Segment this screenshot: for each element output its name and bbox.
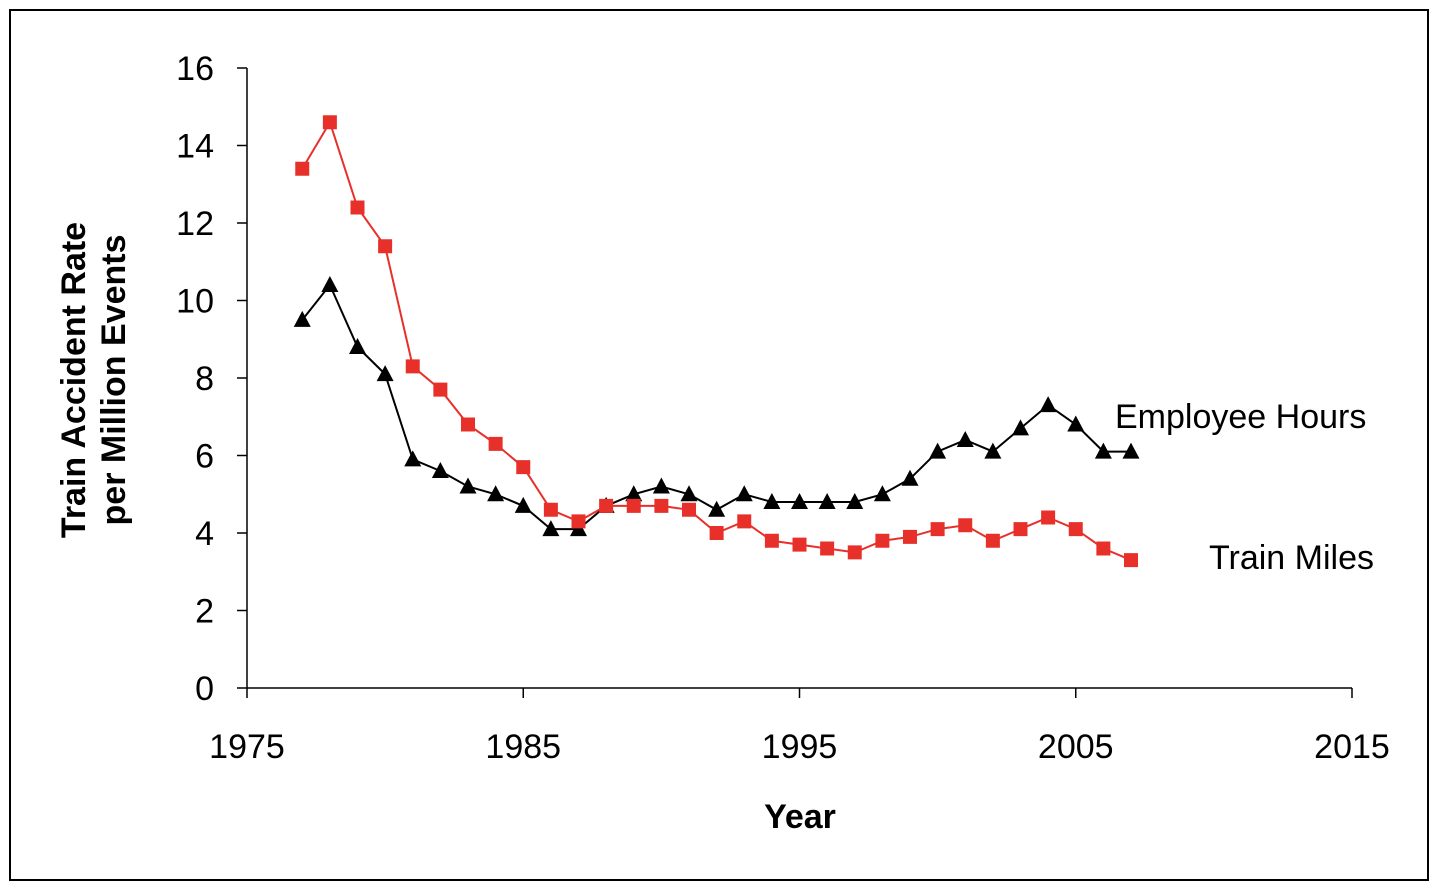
data-point-employee-hours [846,493,864,509]
data-point-train-miles [405,359,420,374]
axes: 0 2 4 6 8 10 12 14 16 1975 1985 1995 2005 2015 [176,50,1390,766]
data-point-employee-hours [625,485,643,502]
data-point-train-miles [737,514,752,529]
data-point-employee-hours [791,493,808,509]
series-train-miles [295,115,1138,568]
data-point-train-miles [930,522,945,537]
data-point-train-miles [1124,553,1138,568]
y-tick-label: 14 [176,128,214,166]
y-tick-label: 2 [195,593,214,631]
data-point-train-miles [820,541,835,556]
y-axis-title-line-2: per Million Events [95,235,133,526]
data-point-train-miles [875,533,890,548]
data-point-employee-hours [901,469,919,486]
series-group [293,115,1140,568]
data-point-employee-hours [929,442,947,459]
series-label-train-miles: Train Miles [1209,539,1374,577]
data-point-employee-hours [431,462,449,478]
data-point-train-miles [378,239,393,254]
data-point-employee-hours [376,365,394,382]
data-point-employee-hours [1012,419,1029,436]
y-tick-label: 8 [195,360,214,398]
data-point-employee-hours [818,493,836,509]
data-point-train-miles [433,382,448,397]
data-point-employee-hours [984,442,1002,459]
series-label-employee-hours: Employee Hours [1115,398,1366,436]
data-point-employee-hours [763,493,781,509]
y-tick-label: 12 [176,205,214,243]
data-point-employee-hours [1067,415,1085,432]
data-point-train-miles [350,200,365,215]
data-point-train-miles [1041,510,1056,525]
data-point-employee-hours [1039,396,1057,413]
data-point-employee-hours [1094,442,1112,459]
data-point-train-miles [626,498,641,513]
data-point-employee-hours [873,485,891,502]
data-point-train-miles [958,518,973,533]
x-tick-label: 1985 [485,728,561,766]
data-point-employee-hours [652,477,670,494]
data-point-train-miles [516,460,531,475]
data-point-train-miles [461,417,475,432]
data-point-employee-hours [487,485,505,502]
y-tick-label: 4 [195,515,214,553]
data-point-employee-hours [349,338,366,354]
data-point-train-miles [599,498,614,513]
y-tick-label: 10 [176,283,214,321]
data-point-employee-hours [956,431,974,447]
y-tick-label: 0 [195,670,214,708]
data-point-train-miles [1013,522,1028,537]
data-point-train-miles [322,115,337,130]
data-point-train-miles [1068,522,1083,537]
y-tick-label: 16 [176,50,214,88]
data-point-employee-hours [542,520,560,537]
data-point-train-miles [654,498,669,513]
data-point-train-miles [709,526,724,540]
data-point-employee-hours [708,500,726,517]
data-point-employee-hours [680,485,698,502]
data-point-employee-hours [1122,442,1140,459]
data-point-train-miles [1096,541,1111,556]
data-point-employee-hours [293,310,311,327]
data-point-train-miles [295,161,310,176]
data-point-train-miles [847,545,862,560]
x-tick-label: 1995 [762,728,838,766]
x-axis-title: Year [764,798,836,836]
series-employee-hours [293,276,1140,537]
data-point-train-miles [682,502,696,517]
data-point-employee-hours [735,485,753,502]
data-point-employee-hours [459,477,477,494]
data-point-employee-hours [514,496,532,513]
x-tick-label: 2015 [1314,728,1390,766]
data-point-train-miles [488,436,503,451]
x-tick-label: 1975 [209,728,285,766]
data-point-train-miles [571,514,586,529]
data-point-train-miles [985,533,1000,548]
x-tick-label: 2005 [1038,728,1114,766]
data-point-train-miles [903,529,917,544]
y-axis-title-line-1: Train Accident Rate [55,222,93,538]
data-point-train-miles [792,537,807,552]
data-point-employee-hours [404,450,422,467]
data-point-train-miles [543,502,558,517]
data-point-employee-hours [321,276,339,292]
y-tick-label: 6 [195,438,214,476]
data-point-train-miles [764,533,779,548]
y-axis-title: Train Accident Rate per Million Events [55,222,133,538]
